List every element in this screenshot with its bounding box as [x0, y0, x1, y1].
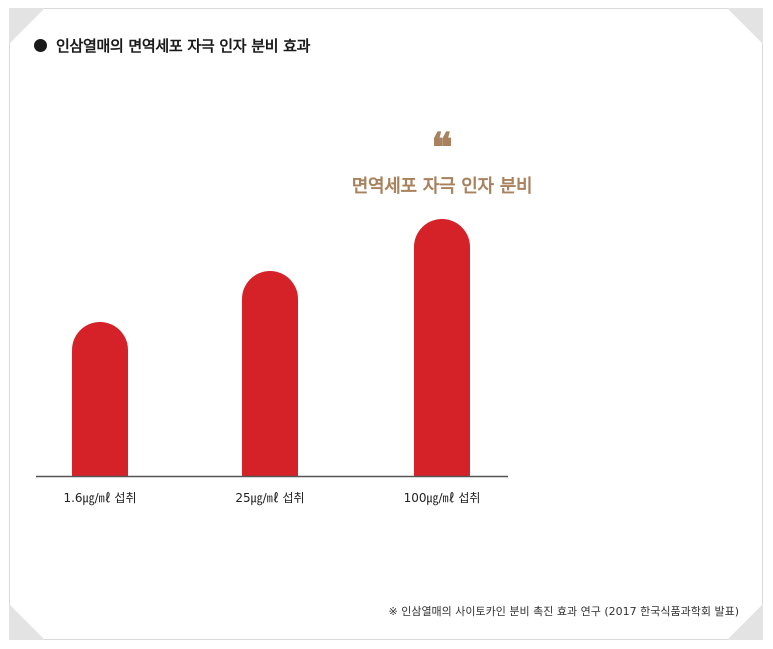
highlight-text: 면역세포 자극 인자 분비 — [351, 176, 533, 197]
source-note: ※ 인삼열매의 사이토카인 분비 촉진 효과 연구 (2017 한국식품과학회 … — [388, 605, 739, 618]
x-tick-label: 1.6㎍/㎖ 섭취 — [63, 491, 136, 505]
x-tick-label: 100㎍/㎖ 섭취 — [404, 491, 481, 505]
bar-3 — [414, 219, 470, 476]
chart-title: 인삼열매의 면역세포 자극 인자 분비 효과 — [56, 37, 311, 55]
corner-fold-top-left — [9, 8, 45, 44]
quote-icon: ❝ — [431, 124, 453, 171]
x-tick-label: 25㎍/㎖ 섭취 — [235, 491, 304, 505]
corner-fold-top-right — [727, 8, 763, 44]
card-frame — [9, 8, 763, 640]
title-row: 인삼열매의 면역세포 자극 인자 분비 효과 — [34, 35, 310, 56]
corner-fold-bottom-right — [727, 604, 763, 640]
bullet-icon — [34, 39, 47, 52]
corner-fold-bottom-left — [9, 604, 45, 640]
bar-2 — [242, 271, 298, 476]
bar-1 — [72, 322, 128, 476]
